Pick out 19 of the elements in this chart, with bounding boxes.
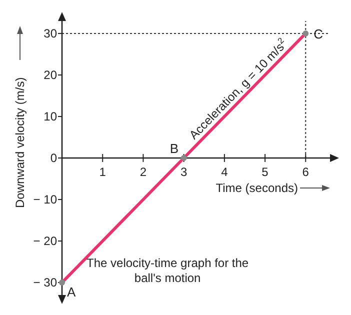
x-tick-label: 2 xyxy=(140,165,147,179)
annotation: B xyxy=(170,141,178,156)
annotation: The velocity-time graph for the ball's motion xyxy=(86,256,249,285)
y-tick-label: − 30 xyxy=(33,276,58,290)
y-tick-label: 0 xyxy=(50,151,58,165)
annotation: C xyxy=(314,26,324,42)
y-tick-label: 20 xyxy=(44,68,58,82)
y-tick-label: − 10 xyxy=(33,192,58,207)
x-tick-label: 5 xyxy=(262,165,269,179)
y-tick-label: − 20 xyxy=(33,234,58,248)
y-axis-title: Downward velocity (m/s) xyxy=(13,77,27,208)
y-tick-label: 10 xyxy=(44,109,58,124)
x-tick-label: 3 xyxy=(180,165,188,179)
x-tick-label: 1 xyxy=(99,165,106,179)
x-axis-title: Time (seconds) xyxy=(216,181,298,195)
y-tick-label: 30 xyxy=(44,26,58,40)
x-tick-label: 4 xyxy=(221,165,228,179)
annotation: A xyxy=(67,284,76,300)
x-tick-label: 6 xyxy=(302,165,310,179)
